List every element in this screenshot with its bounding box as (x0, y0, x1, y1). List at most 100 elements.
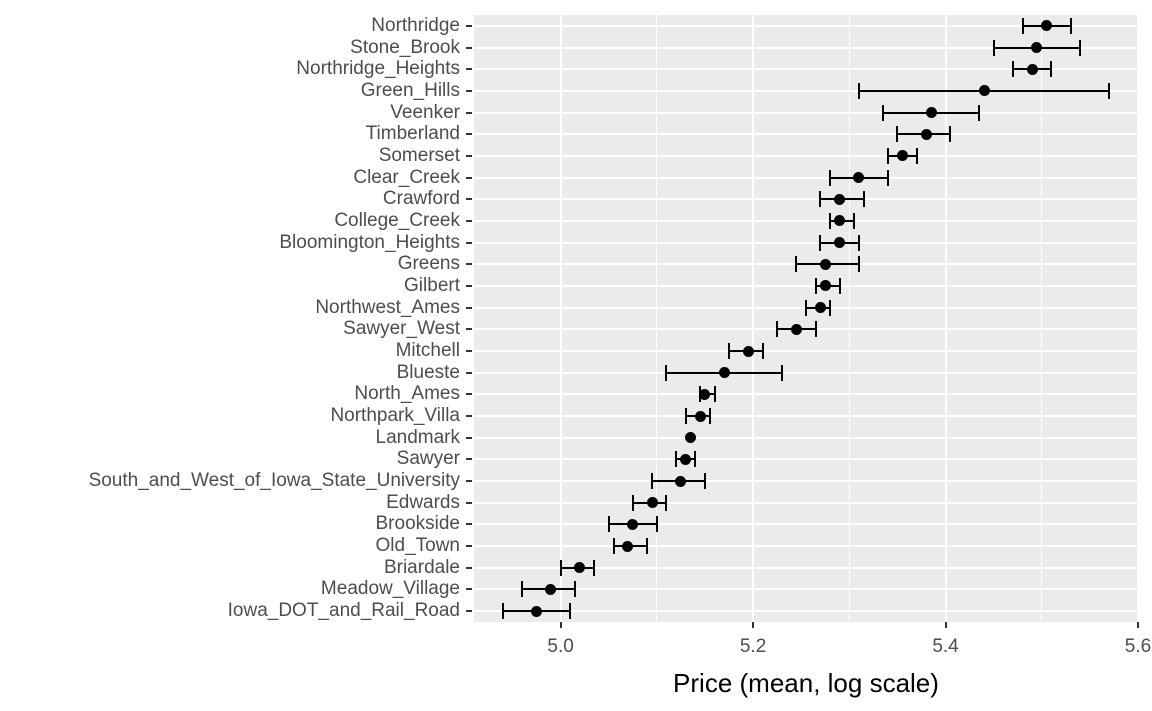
error-bar-cap-left (651, 473, 654, 490)
error-bar-cap-left (819, 234, 822, 251)
gridline-horizontal (474, 501, 1138, 504)
y-axis-tick (466, 436, 472, 439)
gridline-horizontal (474, 415, 1138, 418)
gridline-horizontal (474, 176, 1138, 179)
y-axis-tick (466, 480, 472, 483)
error-bar-cap-right (593, 559, 596, 576)
y-axis-tick (466, 306, 472, 309)
y-axis-label: Clear_Creek (353, 166, 460, 188)
gridline-horizontal (474, 241, 1138, 244)
gridline-horizontal (474, 111, 1138, 114)
error-bar-cap-right (857, 234, 860, 251)
y-axis-label: Blueste (396, 361, 460, 383)
data-point (819, 258, 831, 270)
x-axis-tick (944, 622, 947, 628)
y-axis-tick (466, 89, 472, 92)
data-point (1026, 63, 1038, 75)
y-axis-tick (466, 24, 472, 27)
data-point (718, 367, 730, 379)
error-bar-cap-right (857, 256, 860, 273)
data-point (531, 605, 543, 617)
error-bar-cap-left (521, 581, 524, 598)
plot-panel (474, 15, 1139, 622)
error-bar-cap-left (501, 603, 504, 620)
error-bar-cap-left (607, 516, 610, 533)
data-point (925, 107, 937, 119)
error-bar-cap-left (805, 299, 807, 316)
error-bar-cap-right (703, 473, 706, 490)
error-bar-cap-left (819, 191, 822, 208)
gridline-vertical-major (559, 15, 562, 622)
y-axis-label: Bloomington_Heights (279, 231, 460, 253)
error-bar-cap-right (862, 191, 865, 208)
error-bar-cap-left (559, 559, 562, 576)
gridline-horizontal (474, 610, 1138, 613)
gridline-horizontal (474, 133, 1138, 136)
data-point (574, 562, 586, 574)
gridline-horizontal (474, 219, 1138, 222)
error-bar-cap-right (829, 299, 832, 316)
gridline-vertical-minor (848, 15, 850, 622)
y-axis-label: Old_Town (375, 535, 461, 557)
y-axis-tick (466, 133, 472, 136)
error-bar-cap-left (684, 408, 687, 425)
error-bar-cap-right (1069, 17, 1072, 34)
y-axis-label: North_Ames (354, 383, 460, 405)
error-bar-cap-right (708, 408, 711, 425)
y-axis-tick (466, 350, 472, 353)
data-point (819, 280, 831, 292)
y-axis-tick (466, 458, 472, 461)
y-axis-tick (466, 284, 472, 287)
gridline-horizontal (474, 436, 1138, 439)
error-bar-cap-left (728, 343, 730, 360)
y-axis-label: Green_Hills (360, 79, 460, 101)
error-bar-cap-left (631, 494, 634, 511)
y-axis-label: Meadow_Village (320, 578, 460, 600)
y-axis-tick (466, 263, 472, 266)
gridline-vertical-major (1137, 15, 1139, 622)
y-axis-label: Brookside (375, 513, 461, 535)
gridline-horizontal (474, 393, 1138, 396)
y-axis-tick (466, 610, 472, 613)
gridline-horizontal (474, 89, 1138, 92)
gridline-horizontal (474, 458, 1138, 461)
error-bar-cap-right (853, 212, 856, 229)
error-bar-cap-left (612, 538, 615, 555)
gridline-vertical-major (752, 15, 755, 622)
error-bar-cap-left (829, 212, 832, 229)
gridline-horizontal (474, 545, 1138, 548)
error-bar-cap-left (814, 277, 817, 294)
y-axis-tick (466, 523, 472, 526)
x-axis-tick-label: 5.0 (547, 636, 574, 657)
y-axis-label: Timberland (365, 123, 460, 145)
data-point (1031, 42, 1043, 54)
y-axis-label: Gilbert (404, 274, 460, 296)
error-bar-cap-right (814, 321, 817, 338)
data-point (545, 583, 557, 595)
y-axis-label: Iowa_DOT_and_Rail_Road (227, 600, 460, 622)
y-axis-label: South_and_West_of_Iowa_State_University (88, 470, 460, 492)
y-axis-tick (466, 46, 472, 49)
error-bar-cap-left (795, 256, 798, 273)
y-axis-label: Northpark_Villa (330, 405, 460, 427)
y-axis-label: Briardale (383, 556, 460, 578)
data-point (1041, 20, 1053, 32)
error-bar-cap-left (665, 364, 668, 381)
y-axis-tick (466, 545, 472, 548)
data-point (685, 432, 697, 444)
gridline-horizontal (474, 371, 1138, 374)
error-bar-cap-left (992, 39, 995, 56)
y-axis-label: College_Creek (334, 209, 460, 231)
data-point (675, 475, 687, 487)
error-bar-cap-right (646, 538, 649, 555)
y-axis-tick (466, 111, 472, 114)
data-point (814, 302, 826, 314)
gridline-horizontal (474, 284, 1138, 287)
y-axis-label: Northridge (371, 14, 460, 36)
y-axis-label: Stone_Brook (350, 36, 460, 58)
y-axis-tick (466, 176, 472, 179)
error-bar-cap-right (1079, 39, 1082, 56)
y-axis-tick (466, 154, 472, 157)
x-axis-tick (1137, 622, 1139, 628)
